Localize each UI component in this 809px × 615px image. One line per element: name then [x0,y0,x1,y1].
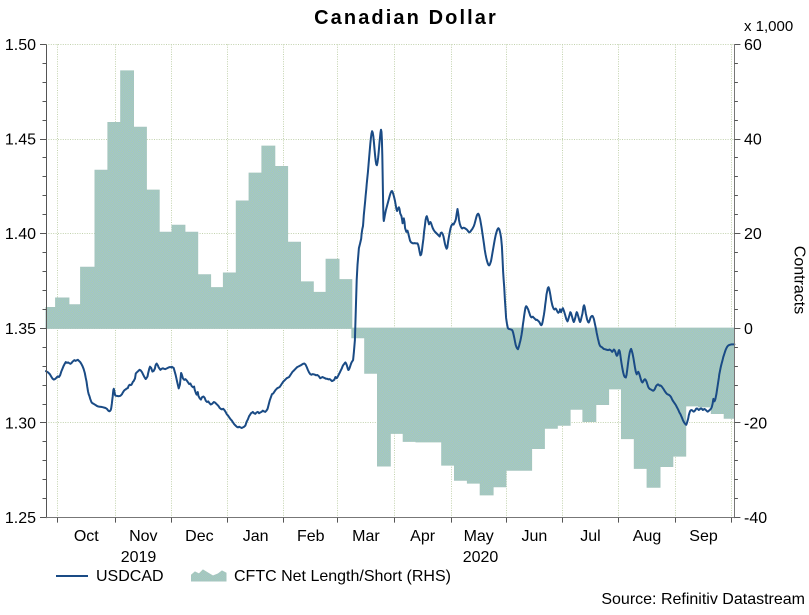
svg-text:1.45: 1.45 [5,132,36,149]
svg-text:2020: 2020 [463,549,499,566]
svg-text:-20: -20 [744,416,767,433]
svg-text:20: 20 [744,226,762,243]
svg-text:1.35: 1.35 [5,321,36,338]
svg-text:1.40: 1.40 [5,226,36,243]
svg-text:Dec: Dec [185,528,213,545]
svg-text:CFTC Net Length/Short (RHS): CFTC Net Length/Short (RHS) [234,568,451,585]
svg-text:60: 60 [744,37,762,54]
svg-text:Jan: Jan [243,528,269,545]
svg-text:Jun: Jun [522,528,548,545]
svg-text:1.30: 1.30 [5,416,36,433]
svg-text:40: 40 [744,132,762,149]
svg-text:Feb: Feb [297,528,325,545]
svg-text:Aug: Aug [633,528,661,545]
svg-text:Sep: Sep [689,528,718,545]
svg-text:Apr: Apr [410,528,436,545]
svg-text:Mar: Mar [352,528,380,545]
svg-text:2019: 2019 [121,549,157,566]
svg-text:0: 0 [744,321,753,338]
svg-text:1.50: 1.50 [5,37,36,54]
svg-text:USDCAD: USDCAD [96,568,164,585]
svg-text:Canadian Dollar: Canadian Dollar [314,7,498,29]
svg-text:Source: Refinitiv Datastream: Source: Refinitiv Datastream [601,591,805,608]
svg-text:1.25: 1.25 [5,510,36,527]
svg-text:Oct: Oct [74,528,99,545]
svg-text:Contracts: Contracts [791,246,808,314]
svg-text:May: May [464,528,494,545]
svg-text:Nov: Nov [129,528,157,545]
svg-text:x 1,000: x 1,000 [744,18,793,35]
svg-text:Jul: Jul [580,528,600,545]
svg-text:-40: -40 [744,510,767,527]
